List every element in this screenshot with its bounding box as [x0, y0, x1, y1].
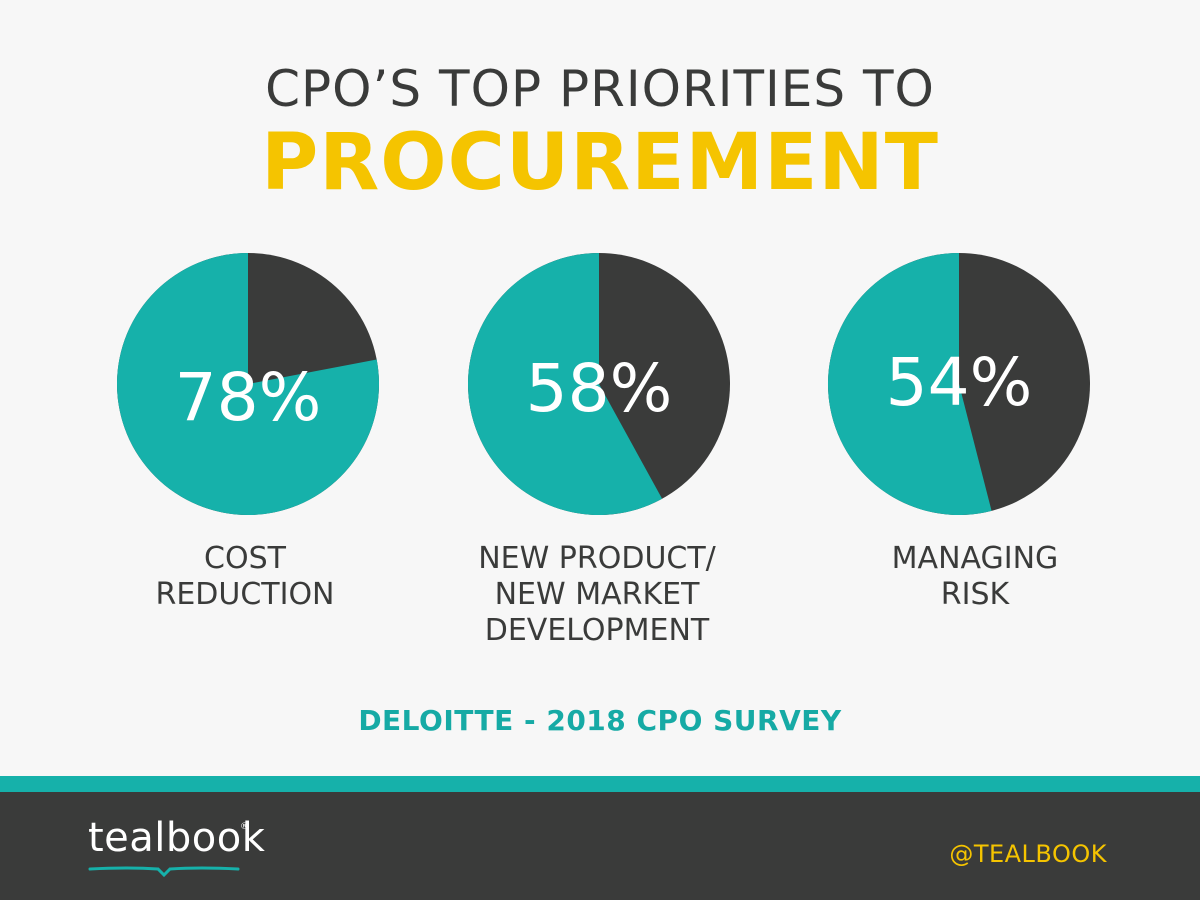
teal-divider-bar [0, 776, 1200, 792]
category-label-line: MANAGING [891, 541, 1059, 576]
category-label-line: RISK [940, 577, 1010, 612]
title-line-1: CPO’S TOP PRIORITIES TO [265, 60, 935, 118]
source-citation: DELOITTE - 2018 CPO SURVEY [358, 704, 842, 737]
pie-chart-cost-reduction: 78% [116, 252, 380, 516]
pie-percentage-label: 78% [174, 359, 322, 436]
category-label-line: REDUCTION [155, 577, 335, 612]
footer-bar [0, 792, 1200, 900]
pie-chart-managing-risk: 54% [827, 252, 1091, 516]
pie-svg [468, 253, 730, 515]
category-label-line: NEW MARKET [494, 577, 700, 612]
registered-mark: ® [240, 822, 249, 832]
category-label-managing-risk: MANAGING RISK [825, 541, 1125, 613]
pie-value-slice [117, 253, 380, 515]
tealbook-logo[interactable]: tealbook [88, 815, 266, 861]
pie-percentage-label: 58% [525, 350, 673, 427]
category-label-line: NEW PRODUCT/ [478, 541, 716, 576]
twitter-handle[interactable]: @TEALBOOK [949, 840, 1107, 868]
pie-value-slice [468, 253, 663, 515]
category-label-line: DEVELOPMENT [484, 613, 710, 648]
pie-value-slice [827, 253, 992, 515]
pie-svg [117, 253, 380, 515]
pie-percentage-label: 54% [885, 344, 1033, 421]
category-label-new-product: NEW PRODUCT/ NEW MARKET DEVELOPMENT [447, 541, 747, 649]
title-line-2: PROCUREMENT [261, 118, 939, 208]
category-label-line: COST [204, 541, 286, 576]
logo-bookmark-underline-icon [88, 866, 240, 878]
category-label-cost-reduction: COST REDUCTION [95, 541, 395, 613]
pie-chart-new-product: 58% [467, 252, 731, 516]
pie-svg [827, 253, 1090, 515]
